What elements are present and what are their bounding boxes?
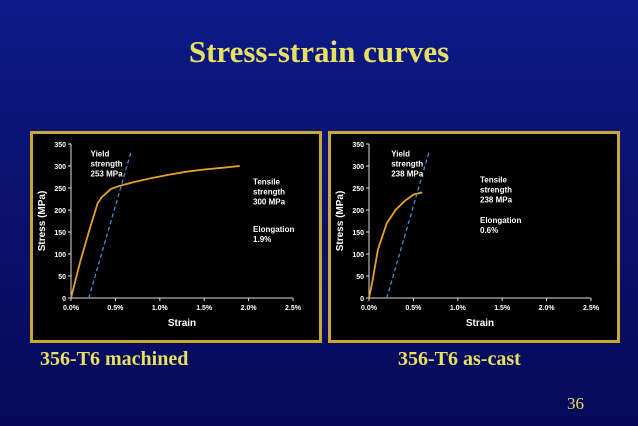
chart-panel-machined: 0 50 100 150 200 250 300 350 0.0% 0.5% 1.0% 1.5% 2.0… bbox=[30, 131, 322, 343]
annotation: Tensile strength 238 MPa bbox=[480, 176, 513, 205]
x-tick-label: 0.5% bbox=[405, 305, 422, 312]
annotation-line: Yield bbox=[391, 149, 410, 158]
annotation-line: 1.9% bbox=[253, 235, 271, 244]
y-tick-label: 50 bbox=[58, 274, 66, 281]
stress-strain-chart-as-cast: 0 50 100 150 200 250 300 350 0.0% 0.5% 1.0% 1.5% 2.0… bbox=[335, 142, 600, 329]
y-tick-label: 350 bbox=[352, 142, 364, 149]
x-tick-label: 1.5% bbox=[196, 305, 213, 312]
annotation-line: strength bbox=[253, 187, 285, 196]
annotation-line: 253 MPa bbox=[91, 169, 124, 178]
y-tick-label: 250 bbox=[54, 186, 66, 193]
x-axis-label: Strain bbox=[168, 318, 196, 329]
y-tick-label: 50 bbox=[356, 274, 364, 281]
annotation: Yield strength 238 MPa bbox=[391, 149, 424, 178]
slide-title: Stress-strain curves bbox=[188, 34, 450, 69]
x-tick-label: 1.0% bbox=[450, 305, 467, 312]
x-axis-label: Strain bbox=[466, 318, 494, 329]
annotation-line: 238 MPa bbox=[480, 196, 513, 205]
x-tick-label: 2.5% bbox=[583, 305, 600, 312]
annotation: Elongation 1.9% bbox=[253, 225, 294, 244]
annotation-line: Yield bbox=[91, 149, 110, 158]
annotation-line: strength bbox=[91, 159, 123, 168]
annotation-line: strength bbox=[480, 186, 512, 195]
y-tick-label: 100 bbox=[54, 252, 66, 259]
y-tick-label: 150 bbox=[352, 230, 364, 237]
caption-as-cast: 356-T6 as-cast bbox=[398, 348, 521, 370]
y-tick-label: 350 bbox=[54, 142, 66, 149]
caption-machined: 356-T6 machined bbox=[40, 348, 189, 370]
annotation: Elongation 0.6% bbox=[480, 216, 521, 235]
x-tick-label: 1.5% bbox=[494, 305, 511, 312]
y-tick-label: 150 bbox=[54, 230, 66, 237]
chart-panel-as-cast: 0 50 100 150 200 250 300 350 0.0% 0.5% 1.0% 1.5% 2.0… bbox=[328, 131, 620, 343]
annotation: Tensile strength 300 MPa bbox=[253, 177, 286, 206]
stress-strain-chart-machined: 0 50 100 150 200 250 300 350 0.0% 0.5% 1.0% 1.5% 2.0… bbox=[37, 142, 302, 329]
y-axis-label: Stress (MPa) bbox=[335, 191, 346, 252]
y-tick-label: 0 bbox=[62, 296, 66, 303]
offset-line bbox=[386, 150, 431, 299]
y-tick-label: 300 bbox=[54, 164, 66, 171]
y-tick-label: 0 bbox=[360, 296, 364, 303]
annotation-line: 238 MPa bbox=[391, 169, 424, 178]
x-tick-label: 2.0% bbox=[539, 305, 556, 312]
x-tick-label: 0.0% bbox=[361, 305, 378, 312]
annotation-line: Tensile bbox=[480, 176, 508, 185]
x-tick-label: 0.0% bbox=[63, 305, 80, 312]
y-tick-label: 300 bbox=[352, 164, 364, 171]
y-tick-label: 200 bbox=[352, 208, 364, 215]
stress-strain-curve bbox=[70, 165, 240, 299]
annotation-line: Tensile bbox=[253, 177, 281, 186]
annotation-line: Elongation bbox=[253, 225, 294, 234]
y-tick-label: 200 bbox=[54, 208, 66, 215]
annotation: Yield strength 253 MPa bbox=[91, 149, 124, 178]
page-number: 36 bbox=[567, 394, 584, 413]
stress-strain-curve bbox=[368, 191, 423, 299]
annotation-line: Elongation bbox=[480, 216, 521, 225]
y-tick-label: 100 bbox=[352, 252, 364, 259]
offset-line bbox=[88, 150, 133, 299]
x-tick-label: 0.5% bbox=[107, 305, 124, 312]
annotation-line: strength bbox=[391, 159, 423, 168]
annotation-line: 0.6% bbox=[480, 226, 498, 235]
x-tick-label: 1.0% bbox=[152, 305, 169, 312]
y-tick-label: 250 bbox=[352, 186, 364, 193]
x-tick-label: 2.0% bbox=[241, 305, 258, 312]
annotation-line: 300 MPa bbox=[253, 197, 286, 206]
x-tick-label: 2.5% bbox=[285, 305, 302, 312]
y-axis-label: Stress (MPa) bbox=[37, 191, 48, 252]
